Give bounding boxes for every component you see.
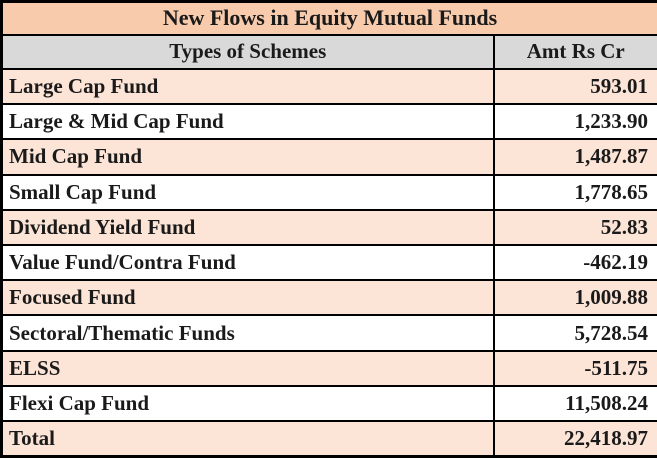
table-total-row: Total 22,418.97 [0,420,657,458]
table-row: Focused Fund 1,009.88 [0,279,657,317]
scheme-cell: Large & Mid Cap Fund [0,103,495,141]
scheme-cell: ELSS [0,349,495,387]
amount-cell: 52.83 [492,208,657,247]
scheme-cell: Large Cap Fund [0,67,495,106]
table-row: Mid Cap Fund 1,487.87 [0,138,657,176]
total-label-cell: Total [0,420,495,458]
table-row: Large & Mid Cap Fund 1,233.90 [0,103,657,141]
amount-cell: -511.75 [492,349,657,387]
table-title-row: New Flows in Equity Mutual Funds [0,0,657,36]
table-header-row: Types of Schemes Amt Rs Cr [0,33,657,70]
scheme-cell: Small Cap Fund [0,173,495,211]
table-row: Dividend Yield Fund 52.83 [0,208,657,247]
table-row: Value Fund/Contra Fund -462.19 [0,244,657,282]
table-row: Sectoral/Thematic Funds 5,728.54 [0,314,657,352]
table-row: Small Cap Fund 1,778.65 [0,173,657,211]
scheme-cell: Flexi Cap Fund [0,384,495,423]
table-row: ELSS -511.75 [0,349,657,387]
table-title: New Flows in Equity Mutual Funds [0,0,657,36]
scheme-cell: Sectoral/Thematic Funds [0,314,495,352]
amount-cell: 11,508.24 [492,384,657,423]
amount-cell: 1,233.90 [492,103,657,141]
amount-cell: -462.19 [492,244,657,282]
amount-cell: 593.01 [492,67,657,106]
scheme-cell: Value Fund/Contra Fund [0,244,495,282]
column-header-amount: Amt Rs Cr [492,33,657,70]
column-header-schemes: Types of Schemes [0,33,495,70]
table-row: Large Cap Fund 593.01 [0,67,657,106]
amount-cell: 1,487.87 [492,138,657,176]
total-amount-cell: 22,418.97 [492,420,657,458]
scheme-cell: Mid Cap Fund [0,138,495,176]
amount-cell: 1,009.88 [492,279,657,317]
scheme-cell: Dividend Yield Fund [0,208,495,247]
scheme-cell: Focused Fund [0,279,495,317]
amount-cell: 5,728.54 [492,314,657,352]
table-row: Flexi Cap Fund 11,508.24 [0,384,657,423]
amount-cell: 1,778.65 [492,173,657,211]
